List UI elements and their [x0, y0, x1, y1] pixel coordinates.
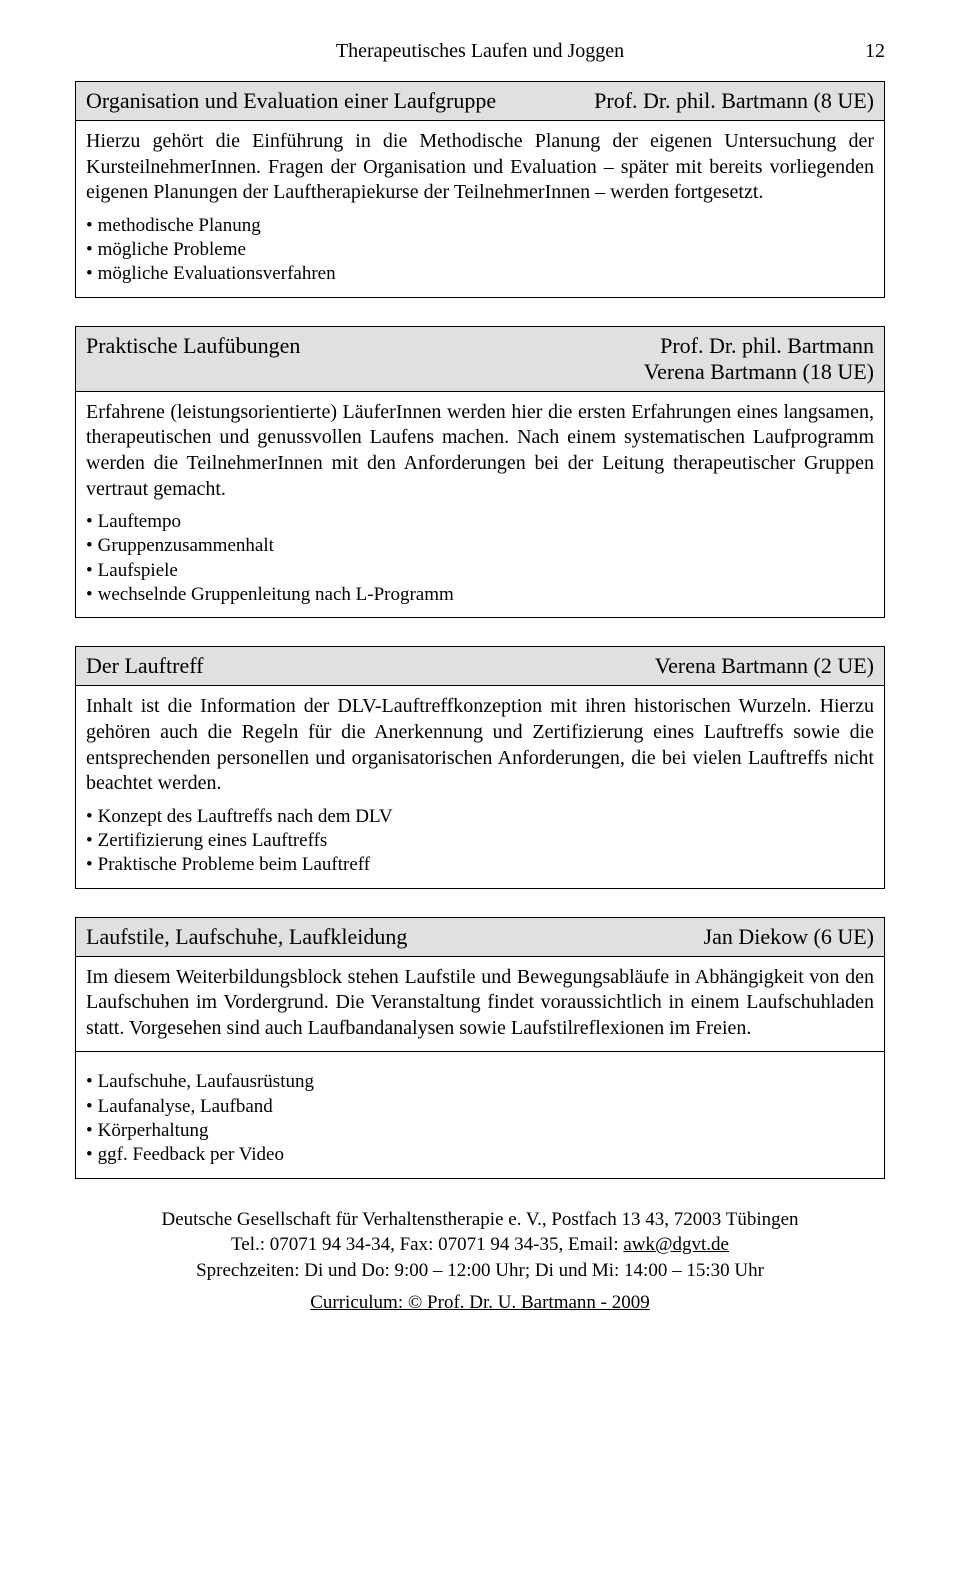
- footer-copyright: Curriculum: © Prof. Dr. U. Bartmann - 20…: [310, 1290, 650, 1316]
- section-bullets: LauftempoGruppenzusammenhaltLaufspielewe…: [86, 510, 874, 607]
- section-header: Organisation und Evaluation einer Laufgr…: [76, 82, 884, 121]
- curriculum-section: Laufstile, Laufschuhe, LaufkleidungJan D…: [75, 917, 885, 1179]
- page-header: Therapeutisches Laufen und Joggen 12: [75, 40, 885, 63]
- footer-email-link[interactable]: awk@dgvt.de: [623, 1234, 729, 1255]
- section-title: Laufstile, Laufschuhe, Laufkleidung: [86, 924, 704, 950]
- section-paragraph: Inhalt ist die Information der DLV-Lauft…: [86, 694, 874, 796]
- section-header: Laufstile, Laufschuhe, LaufkleidungJan D…: [76, 918, 884, 957]
- section-paragraph: Hierzu gehört die Einführung in die Meth…: [86, 129, 874, 206]
- page-title: Therapeutisches Laufen und Joggen: [336, 40, 624, 62]
- bullet-item: Praktische Probleme beim Lauftreff: [86, 853, 874, 877]
- section-body: Erfahrene (leistungsorientierte) LäuferI…: [76, 392, 884, 618]
- footer-hours: Sprechzeiten: Di und Do: 9:00 – 12:00 Uh…: [75, 1258, 885, 1284]
- bullet-item: Körperhaltung: [86, 1119, 874, 1143]
- footer-tel-fax: Tel.: 07071 94 34-34, Fax: 07071 94 34-3…: [231, 1234, 623, 1255]
- bullet-item: Laufanalyse, Laufband: [86, 1095, 874, 1119]
- section-header: Praktische LaufübungenProf. Dr. phil. Ba…: [76, 327, 884, 392]
- page-number: 12: [865, 40, 885, 63]
- bullet-item: Gruppenzusammenhalt: [86, 534, 874, 558]
- bullet-item: Konzept des Lauftreffs nach dem DLV: [86, 805, 874, 829]
- section-instructor: Jan Diekow (6 UE): [704, 924, 874, 950]
- section-body: Hierzu gehört die Einführung in die Meth…: [76, 121, 884, 297]
- bullet-item: mögliche Evaluationsverfahren: [86, 262, 874, 286]
- curriculum-section: Praktische LaufübungenProf. Dr. phil. Ba…: [75, 326, 885, 619]
- bullet-item: Laufspiele: [86, 559, 874, 583]
- section-bullets: Laufschuhe, LaufausrüstungLaufanalyse, L…: [86, 1070, 874, 1167]
- curriculum-section: Der LauftreffVerena Bartmann (2 UE) Inhal…: [75, 646, 885, 888]
- section-instructor: Verena Bartmann (2 UE): [655, 653, 874, 679]
- curriculum-section: Organisation und Evaluation einer Laufgr…: [75, 81, 885, 298]
- section-instructor: Prof. Dr. phil. Bartmann (8 UE): [594, 88, 874, 114]
- section-title: Der Lauftreff: [86, 653, 655, 679]
- bullet-item: wechselnde Gruppenleitung nach L-Program…: [86, 583, 874, 607]
- bullet-item: Lauftempo: [86, 510, 874, 534]
- section-header: Der LauftreffVerena Bartmann (2 UE): [76, 647, 884, 686]
- page-footer: Deutsche Gesellschaft für Verhaltensther…: [75, 1207, 885, 1316]
- footer-address: Deutsche Gesellschaft für Verhaltensther…: [75, 1207, 885, 1233]
- bullet-item: Zertifizierung eines Lauftreffs: [86, 829, 874, 853]
- section-body: Im diesem Weiterbildungsblock stehen Lau…: [76, 957, 884, 1178]
- footer-contact: Tel.: 07071 94 34-34, Fax: 07071 94 34-3…: [75, 1232, 885, 1258]
- section-instructor: Prof. Dr. phil. Bartmann Verena Bartmann…: [644, 333, 874, 385]
- section-body: Inhalt ist die Information der DLV-Lauft…: [76, 686, 884, 887]
- bullet-item: mögliche Probleme: [86, 238, 874, 262]
- section-title: Praktische Laufübungen: [86, 333, 644, 385]
- section-bullets: Konzept des Lauftreffs nach dem DLVZerti…: [86, 805, 874, 878]
- bullet-item: Laufschuhe, Laufausrüstung: [86, 1070, 874, 1094]
- section-title: Organisation und Evaluation einer Laufgr…: [86, 88, 594, 114]
- section-bullets: methodische Planungmögliche Problememögl…: [86, 214, 874, 287]
- section-paragraph: Erfahrene (leistungsorientierte) LäuferI…: [86, 400, 874, 502]
- bullet-item: methodische Planung: [86, 214, 874, 238]
- bullet-item: ggf. Feedback per Video: [86, 1143, 874, 1167]
- section-paragraph: Im diesem Weiterbildungsblock stehen Lau…: [86, 965, 874, 1042]
